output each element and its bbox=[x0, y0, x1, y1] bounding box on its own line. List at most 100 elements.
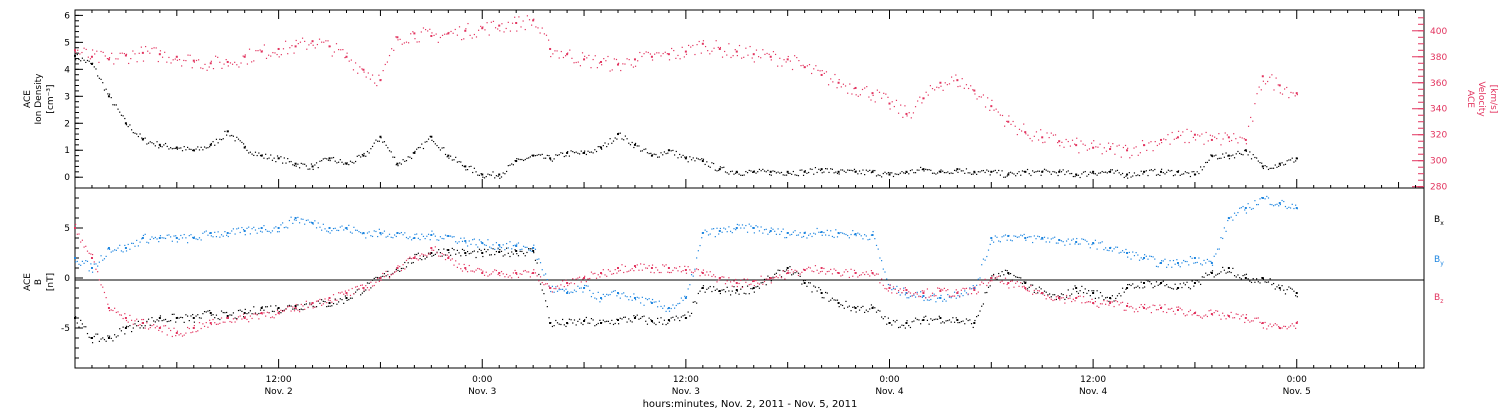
by-sample bbox=[295, 219, 297, 221]
bz-sample bbox=[607, 269, 610, 271]
by-sample bbox=[266, 230, 268, 232]
density-sample bbox=[424, 141, 426, 143]
bz-sample bbox=[987, 282, 990, 284]
bz-sample bbox=[1093, 303, 1095, 305]
bx-sample bbox=[224, 312, 226, 314]
density-sample bbox=[855, 170, 857, 172]
bx-sample bbox=[602, 319, 604, 321]
by-sample bbox=[215, 236, 218, 238]
by-sample bbox=[1048, 241, 1051, 243]
by-sample bbox=[186, 242, 189, 244]
velocity-sample bbox=[978, 96, 980, 98]
by-sample bbox=[955, 297, 957, 299]
bx-sample bbox=[1144, 286, 1146, 288]
by-sample bbox=[914, 296, 917, 298]
density-sample bbox=[935, 173, 937, 175]
bx-sample bbox=[351, 297, 353, 299]
density-sample bbox=[965, 168, 968, 170]
legend-bx: Bx bbox=[1434, 215, 1444, 227]
bz-sample bbox=[521, 273, 523, 276]
bx-point bbox=[1278, 287, 1281, 289]
bz-sample bbox=[378, 280, 380, 282]
bx-sample bbox=[733, 286, 735, 288]
by-sample bbox=[526, 246, 528, 248]
bz-sample bbox=[687, 266, 689, 268]
velocity-sample bbox=[484, 29, 486, 31]
bx-sample bbox=[916, 318, 918, 321]
velocity-sample bbox=[1165, 139, 1167, 141]
velocity-sample bbox=[781, 65, 783, 67]
bx-sample bbox=[533, 252, 535, 254]
velocity-tick-label: 320 bbox=[1430, 131, 1447, 141]
by-sample bbox=[142, 234, 145, 237]
velocity-sample bbox=[700, 52, 702, 54]
b-tick-label: -5 bbox=[61, 324, 70, 334]
density-sample bbox=[375, 139, 377, 141]
density-sample bbox=[1284, 163, 1287, 165]
bz-sample bbox=[444, 258, 447, 261]
bx-sample bbox=[380, 276, 382, 278]
bx-sample bbox=[1164, 285, 1166, 287]
by-sample bbox=[409, 236, 411, 238]
bx-sample bbox=[926, 319, 929, 321]
legend-bz-label: B bbox=[1434, 293, 1440, 303]
velocity-sample bbox=[458, 26, 461, 28]
bx-sample bbox=[699, 290, 701, 292]
bx-point bbox=[209, 312, 212, 314]
density-sample bbox=[1198, 172, 1200, 175]
bz-sample bbox=[667, 271, 669, 273]
bx-sample bbox=[1252, 278, 1254, 280]
bx-sample bbox=[675, 315, 677, 317]
velocity-sample bbox=[327, 40, 329, 42]
density-sample bbox=[702, 158, 705, 160]
by-sample bbox=[711, 228, 713, 230]
by-sample bbox=[195, 238, 197, 240]
density-sample bbox=[658, 156, 660, 158]
by-sample bbox=[465, 242, 467, 244]
velocity-sample bbox=[1167, 134, 1169, 136]
by-sample bbox=[193, 236, 195, 238]
bz-sample bbox=[870, 270, 873, 272]
velocity-sample bbox=[331, 55, 333, 57]
bx-sample bbox=[684, 314, 686, 316]
by-sample bbox=[444, 234, 447, 236]
bz-sample bbox=[697, 268, 699, 271]
bz-sample bbox=[422, 254, 425, 256]
bz-sample bbox=[651, 264, 654, 266]
velocity-sample bbox=[694, 53, 696, 56]
bx-point bbox=[447, 249, 450, 251]
velocity-sample bbox=[984, 106, 987, 108]
x-tick-time-label: 12:00 bbox=[266, 375, 292, 385]
bz-sample bbox=[283, 310, 285, 312]
density-sample bbox=[964, 172, 966, 174]
bx-sample bbox=[570, 319, 572, 321]
density-sample bbox=[721, 166, 723, 169]
density-sample bbox=[1250, 158, 1253, 160]
density-sample bbox=[882, 172, 884, 175]
by-sample bbox=[860, 235, 862, 237]
bx-point bbox=[973, 322, 976, 324]
velocity-sample bbox=[955, 74, 957, 76]
by-sample bbox=[1274, 204, 1276, 206]
bz-sample bbox=[760, 275, 762, 277]
density-sample bbox=[962, 170, 964, 172]
bz-sample bbox=[977, 291, 979, 293]
by-sample bbox=[1220, 236, 1222, 239]
bx-sample bbox=[799, 275, 801, 277]
density-point bbox=[515, 160, 518, 163]
by-sample bbox=[940, 294, 942, 297]
velocity-sample bbox=[121, 52, 123, 54]
velocity-sample bbox=[1235, 138, 1237, 140]
bz-sample bbox=[804, 269, 806, 272]
by-sample bbox=[175, 235, 177, 237]
by-sample bbox=[1052, 237, 1054, 239]
bx-sample bbox=[658, 321, 660, 323]
bx-sample bbox=[349, 297, 352, 299]
bx-sample bbox=[282, 309, 284, 312]
by-sample bbox=[129, 248, 131, 250]
bx-point bbox=[1024, 282, 1027, 284]
bx-sample bbox=[242, 316, 245, 318]
velocity-sample bbox=[634, 65, 637, 67]
